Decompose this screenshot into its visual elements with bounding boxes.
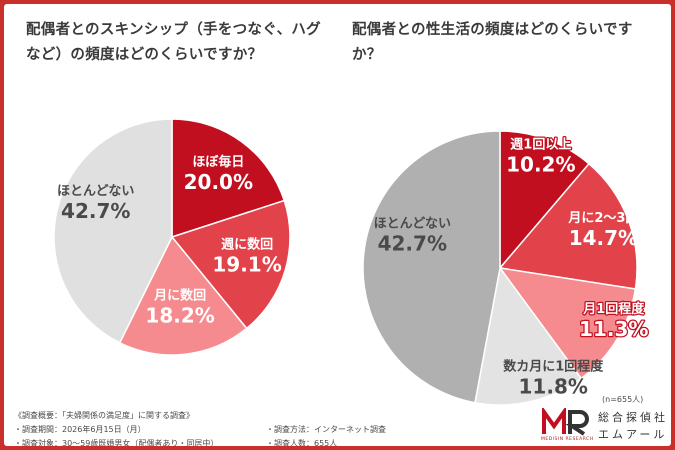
pie-category-label: 月1回程度 xyxy=(582,301,645,317)
pie-category-label: 月に2～3回 xyxy=(567,211,638,226)
pie-value-label: 42.7% xyxy=(61,199,130,223)
sample-size-note: (n=655人) xyxy=(602,395,644,404)
survey-target: ・調査対象：30～59歳既婚男女（配偶者あり・同居中） xyxy=(14,439,219,446)
pie-category-label: ほぼ毎日 xyxy=(192,154,244,170)
pie-value-label: 10.2% xyxy=(506,152,575,176)
pie-value-label: 11.8% xyxy=(519,374,588,398)
brand-subtitle: MEDISIN RESEARCH xyxy=(541,437,594,442)
infographic-card: 配偶者とのスキンシップ（手をつなぐ、ハグなど）の頻度はどのくらいですか？ 配偶者… xyxy=(4,4,671,446)
pie-category-label: 月に数回 xyxy=(153,288,206,304)
chart-title-sex-life: 配偶者との性生活の頻度はどのくらいですか？ xyxy=(352,22,633,63)
pie-value-label: 20.0% xyxy=(184,170,253,194)
survey-period: ・調査期間：2026年6月15日（月） xyxy=(14,425,146,434)
pie-slice-0-1 xyxy=(170,199,291,330)
sex-life-pie-chart: 週1回以上10.2%月に2～3回14.7%月1回程度11.3%数カ月に1回程度1… xyxy=(362,130,650,406)
pie-category-label: 数カ月に1回程度 xyxy=(503,358,604,374)
brand-name-line2: エムアール xyxy=(598,428,668,441)
pie-slice-1-3 xyxy=(474,266,583,406)
pie-category-label: ほとんどない xyxy=(57,184,134,199)
pie-slice-1-0 xyxy=(499,130,591,271)
chart-title-skinship: 配偶者とのスキンシップ（手をつなぐ、ハグなど）の頻度はどのくらいですか？ xyxy=(26,22,321,63)
mr-logo xyxy=(542,408,589,436)
pie-category-label: ほとんどない xyxy=(374,217,451,232)
pie-slice-1-2 xyxy=(498,266,637,380)
pie-value-label: 14.7% xyxy=(569,226,638,250)
pie-value-label: 42.7% xyxy=(378,232,447,256)
pie-category-label: 週に数回 xyxy=(221,236,273,252)
survey-overview: 《調査概要：「夫婦関係の満足度」に関する調査》 xyxy=(14,411,194,420)
pie-value-label: 11.3% xyxy=(579,317,648,341)
pie-slice-0-0 xyxy=(171,118,286,239)
pie-slice-1-4 xyxy=(362,130,501,404)
pie-value-label: 19.1% xyxy=(212,252,281,276)
pie-slice-0-3 xyxy=(53,118,173,344)
brand-name-line1: 総合探偵社 xyxy=(598,411,668,424)
survey-method: ・調査方法：インターネット調査 xyxy=(266,425,386,434)
survey-respondents: ・調査人数：655人 xyxy=(266,439,338,446)
pie-category-label: 週1回以上 xyxy=(510,137,571,152)
pie-slice-0-2 xyxy=(118,235,248,356)
pie-value-label: 18.2% xyxy=(145,304,214,328)
pie-slice-1-1 xyxy=(498,162,638,290)
